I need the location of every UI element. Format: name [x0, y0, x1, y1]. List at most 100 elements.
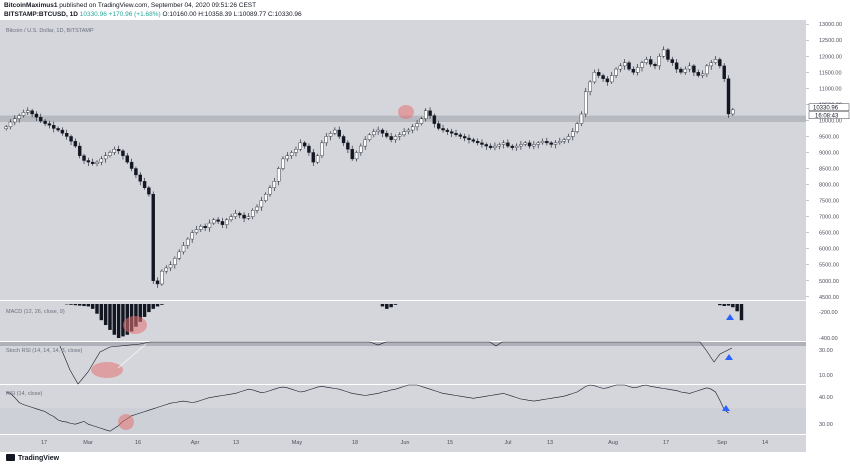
time-tick-label: 18: [352, 440, 358, 446]
price-tick-label: 11000.00: [819, 86, 842, 92]
candle: [73, 141, 78, 147]
candle: [134, 168, 138, 176]
candle: [393, 136, 398, 140]
time-tick-label: Mar: [83, 440, 93, 446]
candle: [670, 59, 674, 63]
candle: [497, 144, 501, 147]
price-tick-label: 7500.00: [819, 199, 839, 205]
candle: [363, 139, 367, 147]
candle: [532, 144, 536, 147]
author-name[interactable]: BitcoinMaximus1: [4, 2, 58, 9]
candle: [268, 187, 272, 195]
macd-bar: [77, 304, 82, 306]
candle: [380, 129, 385, 134]
candle: [653, 64, 657, 67]
macd-label: MACD (12, 26, close, 9): [6, 309, 65, 315]
candle: [419, 118, 424, 124]
candle: [95, 161, 99, 164]
candle: [493, 145, 497, 148]
candle: [640, 62, 644, 68]
rsi-band: [0, 408, 806, 434]
candle: [514, 145, 519, 148]
candle: [272, 181, 277, 188]
candle: [731, 109, 735, 115]
macd-bar: [385, 304, 389, 309]
candle: [519, 144, 523, 147]
macd-bar: [82, 304, 86, 307]
candle: [558, 141, 562, 144]
candle: [333, 129, 337, 134]
time-tick-label: Apr: [191, 440, 200, 446]
candle: [648, 59, 653, 65]
candle: [562, 139, 566, 142]
candle: [212, 219, 216, 224]
time-tick-label: 16: [135, 440, 141, 446]
macd-bar: [112, 304, 117, 335]
candle: [545, 141, 549, 144]
price-tick-label: 11500.00: [819, 70, 842, 76]
candle: [294, 149, 298, 153]
tradingview-logo[interactable]: TradingView: [6, 454, 59, 462]
candle: [424, 110, 428, 120]
candle: [173, 258, 177, 265]
candle: [726, 78, 731, 115]
price-change: +170.96 (+1.68%): [108, 11, 161, 18]
time-tick-label: 14: [762, 440, 768, 446]
price-tick-label: 9000.00: [819, 150, 839, 156]
macd-bar: [86, 304, 91, 307]
candle: [69, 136, 73, 142]
candle: [129, 161, 134, 169]
candle: [445, 129, 450, 132]
price-tick-label: 12500.00: [819, 38, 842, 44]
candle: [571, 131, 575, 137]
candle: [389, 136, 393, 140]
candle: [398, 134, 402, 137]
highlight-circle: [91, 362, 123, 378]
macd-bar: [108, 304, 112, 330]
candle: [484, 144, 489, 147]
trend-line: [117, 343, 147, 369]
candle: [579, 113, 584, 124]
candle: [142, 181, 147, 188]
stoch-band: [0, 342, 806, 346]
rsi-tick-label: 30.00: [819, 422, 833, 428]
candle: [705, 65, 709, 75]
candle: [328, 133, 333, 137]
pane-title: Bitcoin / U.S. Dollar, 1D, BITSTAMP: [6, 28, 94, 34]
price-tick-label: 10000.00: [819, 118, 842, 124]
macd-bar: [718, 304, 722, 306]
candle: [350, 149, 354, 160]
candle: [584, 91, 588, 115]
candle: [709, 62, 713, 67]
candle: [90, 161, 95, 164]
macd-bar: [134, 304, 138, 327]
candle: [523, 142, 527, 145]
candle: [454, 133, 458, 136]
candle: [60, 129, 65, 134]
chart-header: BitcoinMaximus1 published on TradingView…: [0, 0, 850, 20]
time-tick-label: 15: [447, 440, 453, 446]
candle: [553, 142, 558, 145]
candle: [315, 155, 320, 163]
candle: [311, 152, 315, 163]
candle: [99, 158, 104, 163]
candle: [415, 123, 419, 128]
candle: [34, 113, 39, 118]
candle: [285, 155, 290, 160]
candle: [13, 118, 17, 123]
macd-bar: [138, 304, 142, 322]
stoch-line: [59, 341, 733, 385]
price-tick-label: 8500.00: [819, 167, 839, 173]
candle: [121, 150, 125, 156]
rsi-label: RSI (14, close): [6, 391, 43, 397]
candle: [337, 129, 341, 137]
time-tick-label: Jun: [401, 440, 410, 446]
symbol-name[interactable]: BITSTAMP:BTCUSD, 1D: [4, 11, 78, 18]
candle: [536, 142, 540, 145]
macd-bar: [116, 304, 121, 338]
countdown-label: 16:08:43: [815, 113, 839, 119]
candle: [255, 206, 259, 211]
publisher-line: BitcoinMaximus1 published on TradingView…: [4, 2, 256, 9]
candle: [588, 81, 592, 92]
